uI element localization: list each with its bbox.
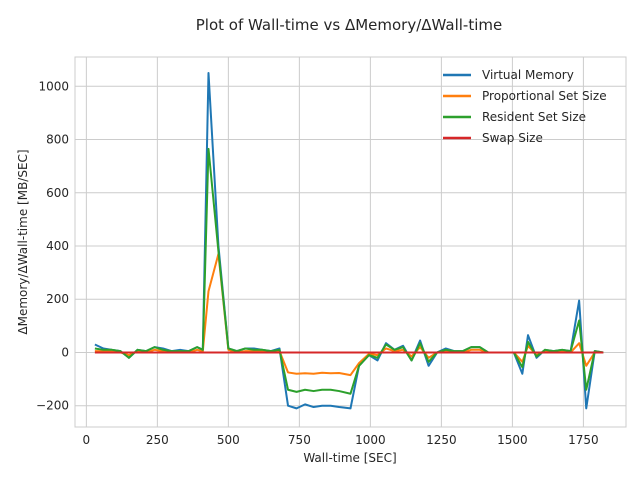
y-tick-label: 600: [46, 186, 69, 200]
series-line-1: [94, 252, 604, 377]
x-axis: 0 250 500 750 1000 1250 1500 1750: [83, 433, 599, 447]
x-tick-label: 1000: [355, 433, 386, 447]
x-tick-label: 750: [288, 433, 311, 447]
y-axis: −200 0 200 400 600 800 1000: [36, 79, 69, 412]
legend-label: Proportional Set Size: [482, 89, 607, 103]
legend: Virtual Memory Proportional Set Size Resid…: [443, 68, 607, 145]
x-axis-label: Wall-time [SEC]: [303, 451, 396, 465]
y-tick-label: 0: [61, 345, 69, 359]
series-line-2: [94, 147, 604, 395]
x-tick-label: 1750: [568, 433, 599, 447]
legend-label: Virtual Memory: [482, 68, 574, 82]
y-tick-label: 400: [46, 239, 69, 253]
series-line-0: [94, 71, 604, 410]
x-tick-label: 500: [217, 433, 240, 447]
y-tick-label: 200: [46, 292, 69, 306]
y-tick-label: 800: [46, 133, 69, 147]
y-tick-label: 1000: [38, 79, 69, 93]
chart-title: Plot of Wall-time vs ΔMemory/ΔWall-time: [196, 16, 502, 34]
legend-label: Swap Size: [482, 131, 543, 145]
legend-label: Resident Set Size: [482, 110, 586, 124]
x-tick-label: 1500: [497, 433, 528, 447]
plot-area: [74, 56, 627, 428]
series-group: [94, 71, 604, 410]
x-tick-label: 250: [146, 433, 169, 447]
x-tick-label: 0: [83, 433, 91, 447]
x-tick-label: 1250: [426, 433, 457, 447]
grid: [75, 57, 626, 427]
y-axis-label: ΔMemory/ΔWall-time [MB/SEC]: [16, 149, 30, 334]
y-tick-label: −200: [36, 399, 69, 413]
